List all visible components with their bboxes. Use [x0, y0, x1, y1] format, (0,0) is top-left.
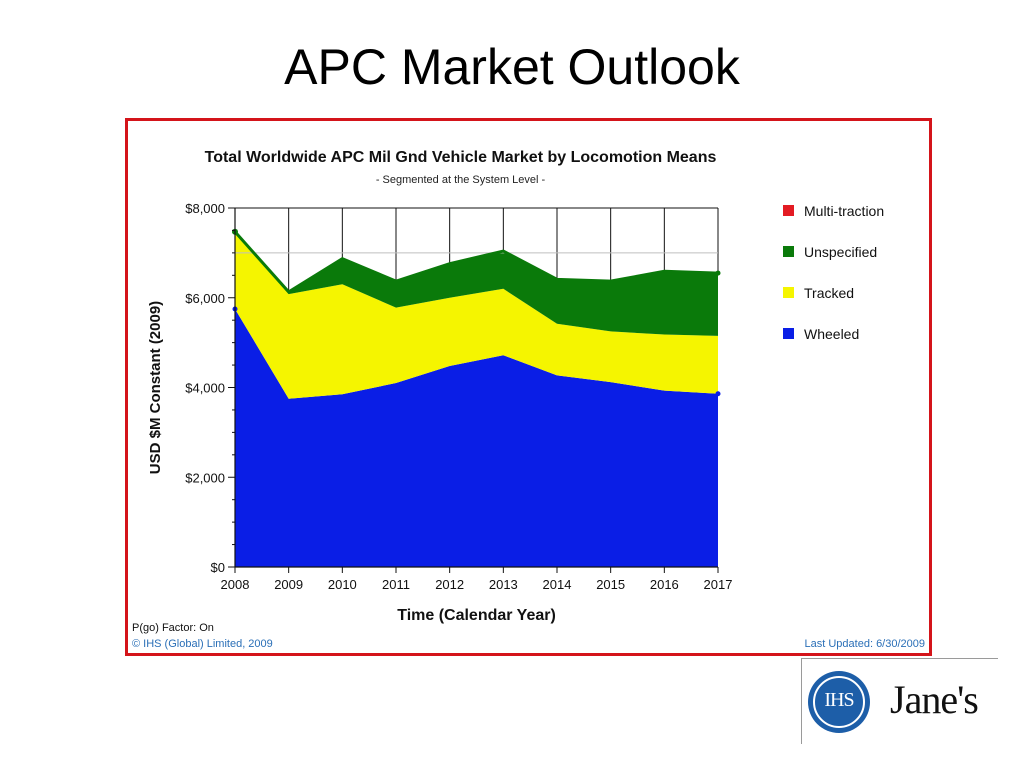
x-tick-label-2012: 2012 — [435, 577, 464, 592]
y-tick-label-2000: $2,000 — [185, 470, 225, 485]
legend-swatch-multi-traction — [783, 205, 794, 216]
x-tick-label-2008: 2008 — [221, 577, 250, 592]
stacked-area-chart: $0 $2,000 $4,000 $6,000 $8,000 2008 2009 2010 20… — [147, 201, 733, 624]
x-tick-label-2015: 2015 — [596, 577, 625, 592]
x-tick-label-2010: 2010 — [328, 577, 357, 592]
legend-swatch-wheeled — [783, 328, 794, 339]
y-tick-label-8000: $8,000 — [185, 201, 225, 216]
area-wheeled — [235, 308, 718, 567]
stack-top-line — [233, 230, 719, 294]
legend-label-unspecified: Unspecified — [804, 244, 878, 260]
y-tick-label-6000: $6,000 — [185, 291, 225, 306]
x-tick-label-2016: 2016 — [650, 577, 679, 592]
chart-frame: Total Worldwide APC Mil Gnd Vehicle Mark… — [125, 118, 932, 656]
legend-label-wheeled: Wheeled — [804, 326, 860, 342]
ihs-logo-text: IHS — [824, 689, 854, 711]
wheeled-marker-2017 — [715, 391, 721, 397]
logo-box: IHS Jane's — [801, 658, 998, 744]
x-tick-label-2014: 2014 — [543, 577, 572, 592]
y-tick-label-0: $0 — [211, 560, 225, 575]
ihs-logo-ring — [813, 676, 865, 728]
pgo-factor-note: P(go) Factor: On — [132, 622, 214, 634]
copyright-link[interactable]: © IHS (Global) Limited, 2009 — [132, 638, 273, 650]
last-updated-note: Last Updated: 6/30/2009 — [804, 638, 925, 650]
stack-top-marker-2017 — [715, 270, 721, 276]
slide-title: APC Market Outlook — [284, 39, 740, 95]
chart-title: Total Worldwide APC Mil Gnd Vehicle Mark… — [204, 149, 717, 166]
x-tick-label-2013: 2013 — [489, 577, 518, 592]
y-axis-label: USD $M Constant (2009) — [147, 301, 164, 474]
legend-label-tracked: Tracked — [804, 285, 855, 301]
x-tick-label-2017: 2017 — [704, 577, 733, 592]
x-axis-label: Time (Calendar Year) — [397, 607, 556, 624]
legend-label-multi-traction: Multi-traction — [804, 203, 885, 219]
legend-swatch-unspecified — [783, 246, 794, 257]
area-unspecified — [235, 231, 718, 336]
x-tick-label-2009: 2009 — [274, 577, 303, 592]
y-tick-label-4000: $4,000 — [185, 381, 225, 396]
legend-swatch-tracked — [783, 287, 794, 298]
x-tick-label-2011: 2011 — [382, 577, 410, 592]
area-tracked — [235, 231, 718, 399]
janes-logo: Jane's — [890, 677, 979, 722]
chart-subtitle: - Segmented at the System Level - — [375, 174, 546, 186]
